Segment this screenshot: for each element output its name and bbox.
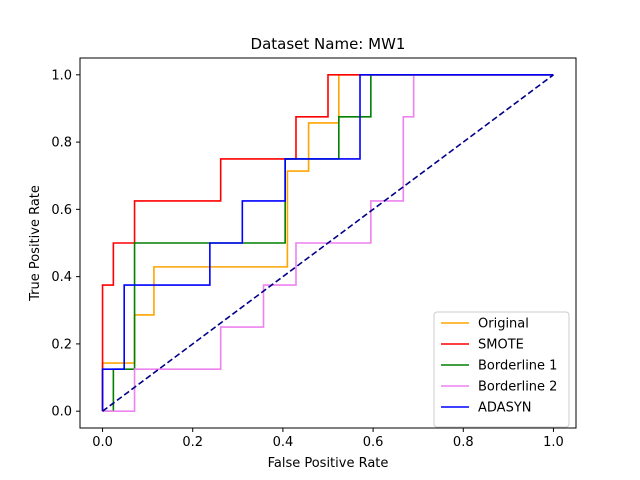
x-tick-label: 0.2 <box>182 435 203 450</box>
plot-layer: 0.0 0.2 0.4 0.6 0.8 1.0 0.0 0.2 0.4 0.6 0.8 1.0 <box>51 57 577 450</box>
y-tick-label: 0.2 <box>51 337 72 352</box>
y-tick-label: 1.0 <box>51 68 72 83</box>
legend-box <box>433 311 570 428</box>
y-tick-label: 0.0 <box>51 405 72 420</box>
x-axis-label: False Positive Rate <box>268 456 389 471</box>
legend: Original SMOTE Borderline 1 Borderline 2 ADA… <box>433 311 570 428</box>
x-tick-label: 0.4 <box>273 435 294 450</box>
y-axis-label: True Positive Rate <box>28 185 43 302</box>
legend-label-borderline-2: Borderline 2 <box>478 380 557 395</box>
series-lines <box>101 74 554 412</box>
legend-label-smote: SMOTE <box>478 338 524 353</box>
series-line-smote <box>101 74 554 412</box>
chart-title: Dataset Name: MW1 <box>251 35 406 53</box>
y-tick-label: 0.4 <box>51 270 72 285</box>
series-line-diagonal-5 <box>102 74 554 412</box>
x-tick-label: 0.6 <box>363 435 384 450</box>
axes-frame <box>79 57 577 429</box>
y-tick-label: 0.6 <box>51 203 72 218</box>
x-tick-label: 0.8 <box>453 435 474 450</box>
legend-label-adasyn: ADASYN <box>478 401 532 416</box>
x-tick-label: 0.0 <box>92 435 113 450</box>
y-tick-label: 0.8 <box>51 136 72 151</box>
series-line-original <box>101 74 554 412</box>
legend-label-original: Original <box>478 317 529 332</box>
x-tick-label: 1.0 <box>543 435 564 450</box>
series-line-borderline-2 <box>102 74 554 412</box>
legend-label-borderline-1: Borderline 1 <box>478 359 557 374</box>
series-line-adasyn <box>101 74 554 412</box>
